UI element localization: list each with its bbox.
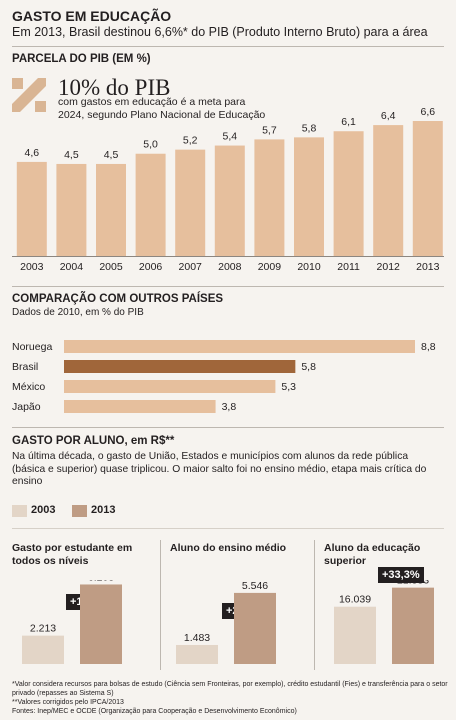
data-label: 21.383 bbox=[397, 580, 429, 587]
data-label: 6,6 bbox=[420, 106, 435, 118]
bar bbox=[412, 121, 443, 256]
data-label: 5,8 bbox=[301, 361, 316, 373]
data-label: 6,1 bbox=[341, 116, 356, 128]
panel-title-high-school: Aluno do ensino médio bbox=[170, 542, 287, 554]
bar bbox=[254, 139, 285, 256]
bar bbox=[294, 137, 324, 256]
x-tick-label: 2006 bbox=[139, 261, 163, 273]
goal-text: com gastos em educação é a meta para 202… bbox=[58, 96, 266, 121]
divider bbox=[12, 427, 444, 428]
data-label: 5,2 bbox=[183, 135, 198, 147]
x-tick-label: 2009 bbox=[258, 261, 282, 273]
category-label: Brasil bbox=[12, 361, 38, 373]
bar bbox=[333, 131, 364, 256]
change-badge-higher-ed: +33,3% bbox=[378, 567, 424, 583]
section-pib-heading: PARCELA DO PIB (EM %) bbox=[12, 53, 151, 65]
section-spending-description: Na última década, o gasto de União, Esta… bbox=[12, 451, 427, 487]
x-tick-label: 2003 bbox=[20, 261, 44, 273]
footer-notes: *Valor considera recursos para bolsas de… bbox=[12, 680, 448, 716]
x-tick-label: 2011 bbox=[337, 261, 360, 273]
country-bar-chart: Noruega 8,8 Brasil 5,8 México 5,3 Japão 3,8 bbox=[12, 340, 436, 413]
data-label: 1.483 bbox=[184, 632, 210, 644]
bar bbox=[16, 161, 47, 256]
bar bbox=[64, 380, 276, 393]
bar bbox=[96, 163, 126, 256]
legend-swatch-2003 bbox=[12, 505, 27, 517]
data-label: 5,8 bbox=[302, 122, 317, 134]
x-tick-label: 2013 bbox=[416, 261, 440, 273]
panel-title-higher-ed: Aluno da educação superior bbox=[324, 542, 421, 567]
bar bbox=[175, 149, 206, 256]
bar bbox=[214, 145, 245, 256]
source-note: Fontes: Inep/MEC e OCDE (Organização par… bbox=[12, 708, 297, 715]
bar bbox=[64, 400, 216, 413]
data-label: 2.213 bbox=[30, 623, 56, 635]
data-label: 16.039 bbox=[339, 594, 371, 606]
data-label: 5,7 bbox=[262, 124, 277, 136]
bar bbox=[135, 153, 166, 256]
section-compare-subheading: Dados de 2010, em % do PIB bbox=[12, 307, 144, 318]
x-tick-label: 2010 bbox=[297, 261, 321, 273]
legend-label-2013: 2013 bbox=[91, 504, 116, 516]
bar bbox=[64, 340, 415, 353]
data-label: 5.546 bbox=[242, 580, 268, 592]
page-subtitle: Em 2013, Brasil destinou 6,6%* do PIB (P… bbox=[12, 25, 428, 39]
bar-2003 bbox=[22, 635, 64, 664]
divider bbox=[12, 46, 444, 47]
pib-bar-chart: 4,6 2003 4,5 2004 4,5 2005 5,0 2006 5,2 2007 5,4 20… bbox=[12, 106, 444, 273]
panel-title-all-levels: Gasto por estudante em todos os níveis bbox=[12, 542, 133, 567]
footnote-2: **Valores corrigidos pelo IPCA/2013 bbox=[12, 699, 124, 706]
divider bbox=[12, 528, 444, 529]
spending-bar-chart: 2.213 6.203 1.483 5.546 16.039 21.383 bbox=[22, 580, 434, 664]
legend-swatch-2013 bbox=[72, 505, 87, 517]
bar bbox=[373, 125, 404, 256]
legend-label-2003: 2003 bbox=[31, 504, 56, 516]
bar-2013 bbox=[234, 592, 276, 664]
x-tick-label: 2012 bbox=[377, 261, 401, 273]
bar-2003 bbox=[334, 606, 376, 664]
bar bbox=[64, 360, 296, 373]
goal-value: 10% do PIB bbox=[58, 75, 171, 100]
bar-2003 bbox=[176, 644, 218, 664]
data-label: 5,0 bbox=[143, 139, 158, 151]
category-label: Japão bbox=[12, 401, 41, 413]
data-label: 4,5 bbox=[104, 149, 119, 161]
data-label: 6.203 bbox=[88, 580, 114, 583]
data-label: 3,8 bbox=[222, 401, 237, 413]
data-label: 4,6 bbox=[24, 147, 39, 159]
data-label: 6,4 bbox=[381, 110, 396, 122]
percent-icon bbox=[12, 78, 46, 112]
divider bbox=[314, 540, 315, 670]
bar-2013 bbox=[392, 587, 434, 664]
x-tick-label: 2004 bbox=[60, 261, 84, 273]
bar bbox=[56, 163, 87, 256]
page-title: GASTO EM EDUCAÇÃO bbox=[12, 8, 172, 24]
data-label: 8,8 bbox=[421, 341, 436, 353]
x-tick-label: 2005 bbox=[99, 261, 123, 273]
footnote-1: *Valor considera recursos para bolsas de… bbox=[12, 681, 448, 697]
data-label: 5,4 bbox=[222, 131, 237, 143]
category-label: Noruega bbox=[12, 341, 52, 353]
x-tick-label: 2007 bbox=[179, 261, 203, 273]
x-tick-label: 2008 bbox=[218, 261, 242, 273]
bar-2013 bbox=[80, 584, 122, 664]
data-label: 4,5 bbox=[64, 149, 79, 161]
divider bbox=[160, 540, 161, 670]
category-label: México bbox=[12, 381, 45, 393]
divider bbox=[12, 286, 444, 287]
section-compare-heading: COMPARAÇÃO COM OUTROS PAÍSES bbox=[12, 293, 224, 305]
data-label: 5,3 bbox=[281, 381, 296, 393]
section-spending-heading: GASTO POR ALUNO, em R$** bbox=[12, 435, 175, 447]
